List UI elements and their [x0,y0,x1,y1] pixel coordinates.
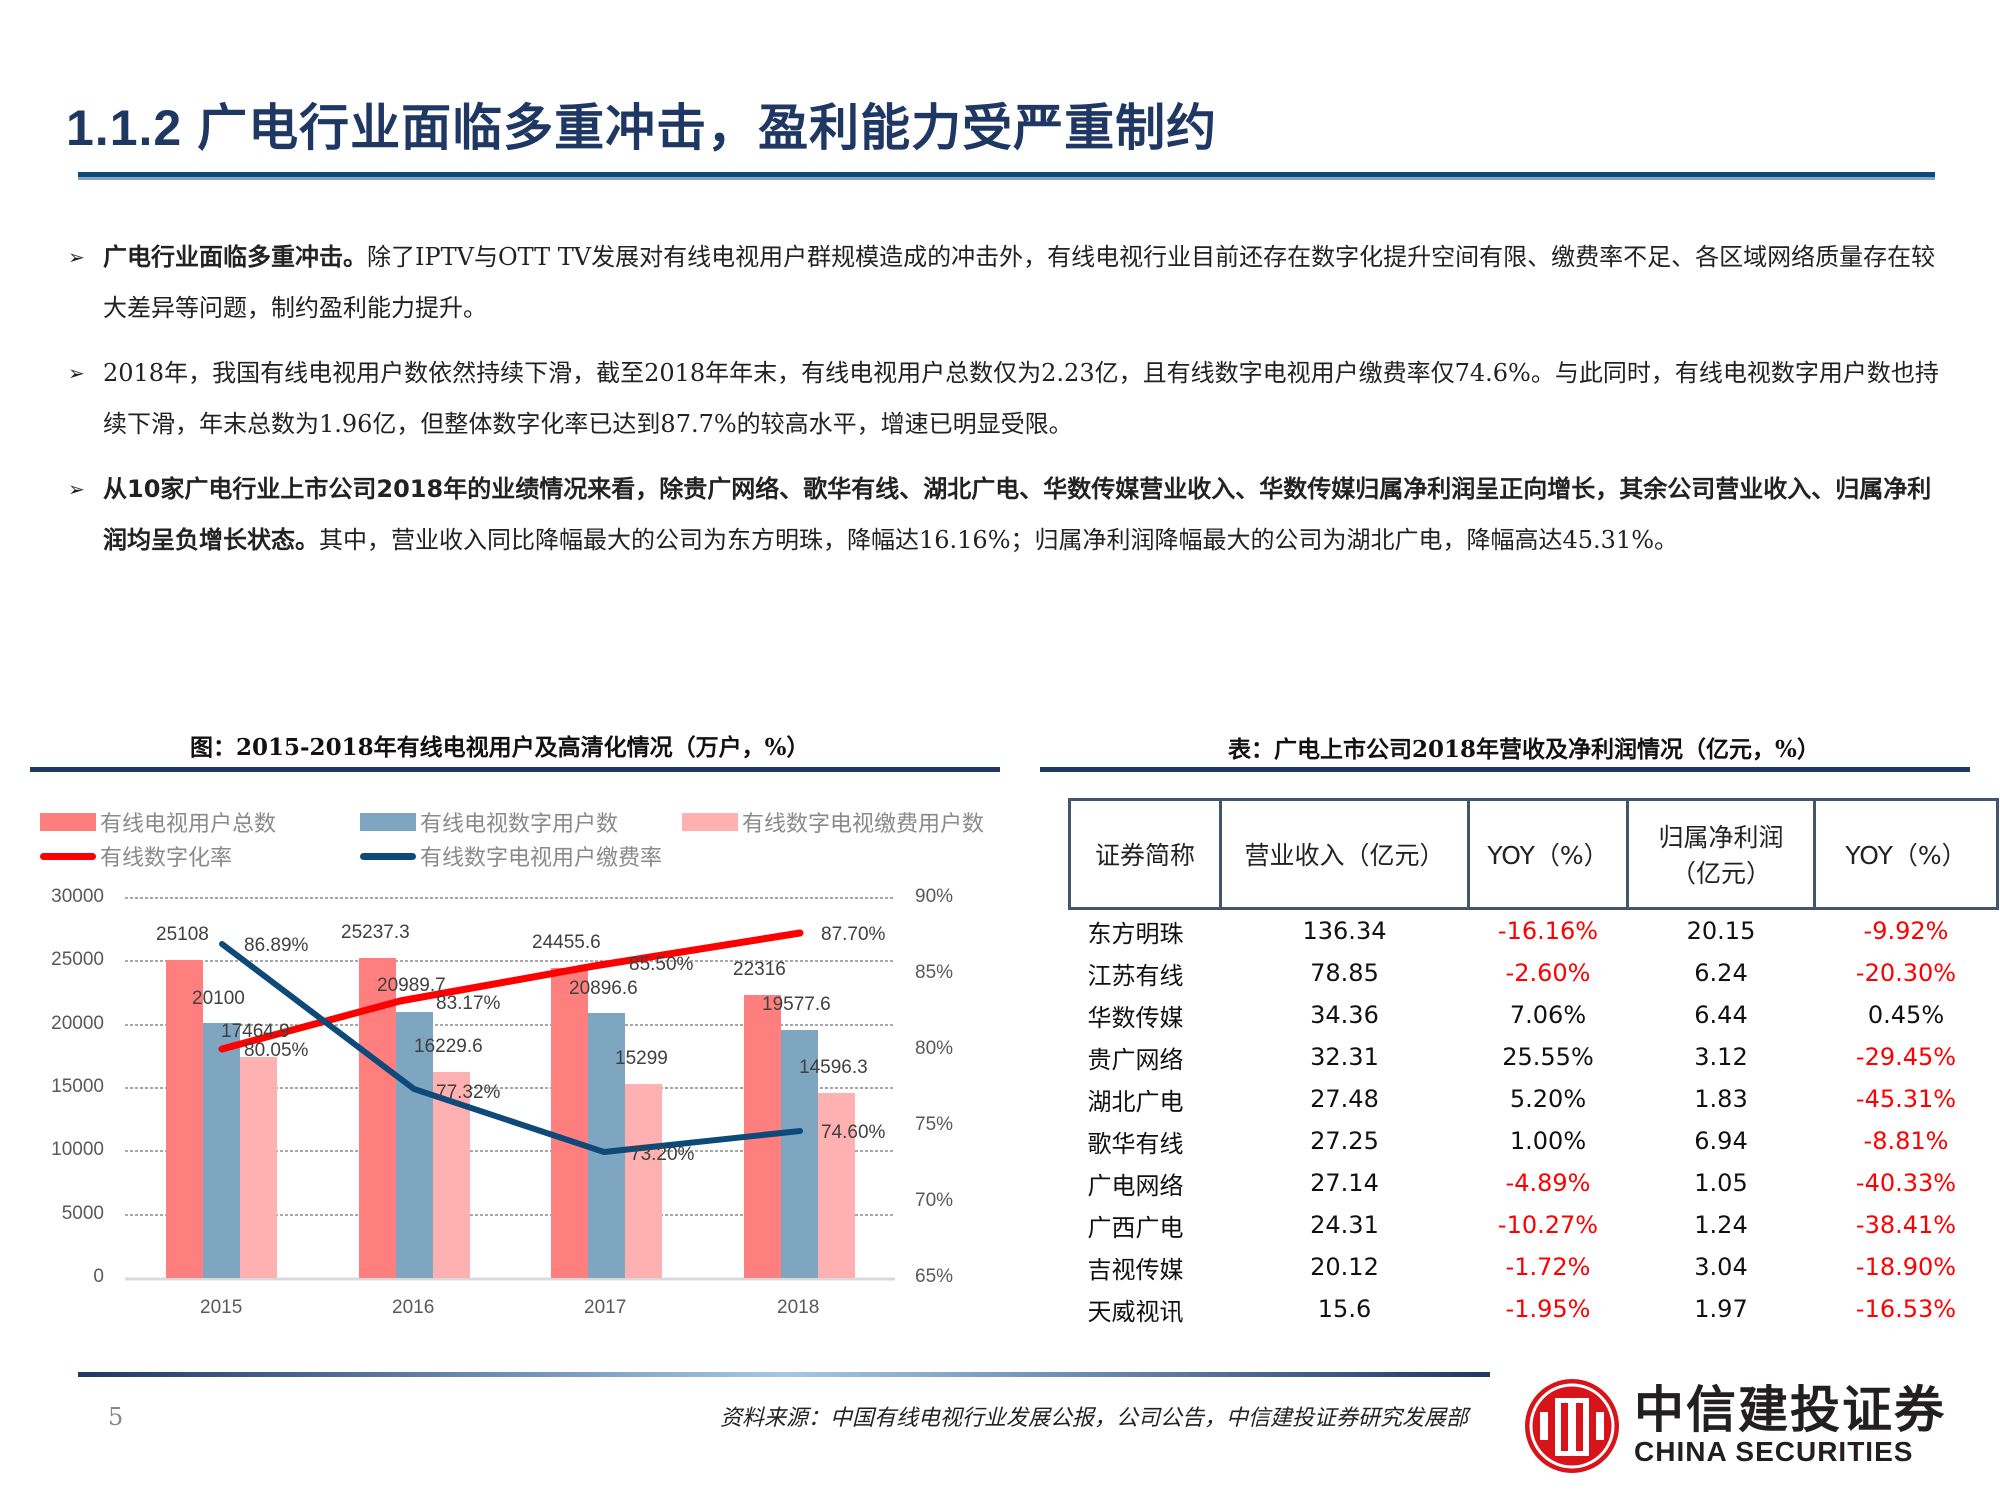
y-tick-left: 25000 [51,949,104,970]
data-label: 74.60% [821,1122,886,1143]
data-label: 20896.6 [569,978,638,999]
bullet-3-bold: 从10家广电行业上市公司2018年的业绩情况来看，除贵广网络、歌华有线、湖北广电… [103,475,1932,554]
data-label: 25108 [156,924,209,945]
page-number: 5 [108,1403,124,1431]
y-tick-left: 30000 [51,886,104,907]
bullet-2: ➢ 2018年，我国有线电视用户数依然持续下滑，截至2018年年末，有线电视用户… [68,348,1948,450]
chart-caption-divider [30,767,1000,772]
table-row: 江苏有线 78.85 -2.60% 6.24 -20.30% [1087,959,1957,990]
y-tick-right: 85% [915,962,954,983]
chart-plot [125,897,895,1281]
y-tick-left: 0 [93,1266,104,1287]
legend-swatch-icon [40,813,96,831]
y-tick-right: 65% [915,1266,954,1287]
legend-swatch-icon [682,813,738,831]
y-tick-left: 15000 [51,1076,104,1097]
legend-line-icon [360,852,416,860]
table-row: 东方明珠 136.34 -16.16% 20.15 -9.92% [1087,917,1949,948]
header-security-name: 证券简称 [1068,798,1222,910]
data-label: 24455.6 [532,932,601,953]
table-caption-divider [1040,767,1970,772]
legend-digital-users: 有线电视数字用户数 [360,806,618,838]
bullet-1: ➢ 广电行业面临多重冲击。除了IPTV与OTT TV发展对有线电视用户群规模造成… [68,232,1948,334]
header-net-profit: 归属净利润 （亿元） [1626,798,1816,910]
line-payment-rate [219,941,803,1155]
bullet-1-text: 除了IPTV与OTT TV发展对有线电视用户群规模造成的冲击外，有线电视行业目前… [103,243,1936,322]
header-revenue-yoy: YOY（%） [1467,798,1629,910]
data-label: 77.32% [436,1082,501,1103]
table-row: 贵广网络 32.31 25.55% 3.12 -29.45% [1087,1043,1957,1074]
arrow-bullet-icon: ➢ [68,477,85,501]
y-tick-right: 80% [915,1038,954,1059]
table-row: 湖北广电 27.48 5.20% 1.83 -45.31% [1087,1085,1957,1116]
data-label: 20100 [192,988,245,1009]
company-logo: 中信建投证券 CHINA SECURITIES [1522,1376,1952,1476]
table-row: 广电网络 27.14 -4.89% 1.05 -40.33% [1087,1169,1957,1200]
x-tick: 2018 [777,1297,820,1318]
source-note: 资料来源：中国有线电视行业发展公报，公司公告，中信建投证券研究发展部 [720,1406,1469,1431]
y-tick-left: 20000 [51,1013,104,1034]
y-tick-left: 10000 [51,1139,104,1160]
title-underline-accent [78,177,1935,180]
data-label: 80.05% [244,1040,309,1061]
y-tick-left: 5000 [61,1203,104,1224]
x-tick: 2016 [392,1297,435,1318]
data-label: 25237.3 [341,922,410,943]
y-tick-right: 75% [915,1114,954,1135]
legend-digitization-rate: 有线数字化率 [40,840,232,872]
data-label: 87.70% [821,924,886,945]
bullet-2-text: 2018年，我国有线电视用户数依然持续下滑，截至2018年年末，有线电视用户总数… [103,359,1939,438]
x-tick: 2015 [200,1297,243,1318]
data-label: 14596.3 [799,1057,868,1078]
header-revenue: 营业收入（亿元） [1219,798,1470,910]
data-label: 20989.7 [377,975,446,996]
data-label: 19577.6 [762,994,831,1015]
legend-total-users: 有线电视用户总数 [40,806,276,838]
table-row: 歌华有线 27.25 1.00% 6.94 -8.81% [1087,1127,1949,1158]
financials-table: 证券简称 营业收入（亿元） YOY（%） 归属净利润 （亿元） YOY（%） 东… [1068,798,1999,1330]
y-tick-right: 70% [915,1190,954,1211]
table-row: 吉视传媒 20.12 -1.72% 3.04 -18.90% [1087,1253,1957,1284]
table-row: 广西广电 24.31 -10.27% 1.24 -38.41% [1087,1211,1957,1242]
bullet-3: ➢ 从10家广电行业上市公司2018年的业绩情况来看，除贵广网络、歌华有线、湖北… [68,464,1948,566]
legend-payment-rate: 有线数字电视用户缴费率 [360,840,662,872]
page-title: 1.1.2 广电行业面临多重冲击，盈利能力受严重制约 [66,100,1218,156]
bars [166,958,855,1278]
y-tick-right: 90% [915,886,954,907]
table-header-row: 证券简称 营业收入（亿元） YOY（%） 归属净利润 （亿元） YOY（%） [1068,798,1999,910]
legend-paying-users: 有线数字电视缴费用户数 [682,806,984,838]
data-label: 15299 [615,1048,668,1069]
data-label: 17464.9 [221,1021,290,1042]
data-label: 85.50% [629,954,694,975]
arrow-bullet-icon: ➢ [68,361,85,385]
bullet-3-text: 其中，营业收入同比降幅最大的公司为东方明珠，降幅达16.16%；归属净利润降幅最… [319,526,1679,554]
legend-line-icon [40,852,96,860]
footer-rule [78,1372,1490,1377]
table-row: 天威视讯 15.6 -1.95% 1.97 -16.53% [1087,1295,1957,1326]
data-label: 73.20% [630,1144,695,1165]
data-label: 22316 [733,959,786,980]
x-tick: 2017 [584,1297,627,1318]
bullet-1-bold: 广电行业面临多重冲击。 [103,243,367,271]
line-digitization-rate [218,929,804,1053]
logo-text-cn: 中信建投证券 [1634,1380,1946,1439]
data-label: 16229.6 [414,1036,483,1057]
chart-caption: 图：2015-2018年有线电视用户及高清化情况（万户，%） [190,734,810,761]
legend-swatch-icon [360,813,416,831]
arrow-bullet-icon: ➢ [68,245,85,269]
data-label: 86.89% [244,935,309,956]
title-underline [78,172,1935,177]
data-label: 83.17% [436,993,501,1014]
table-caption: 表：广电上市公司2018年营收及净利润情况（亿元，%） [1228,736,1820,763]
logo-text-en: CHINA SECURITIES [1634,1436,1914,1467]
table-row: 华数传媒 34.36 7.06% 6.44 0.45% [1087,1001,1945,1032]
citic-logo-icon [1525,1379,1619,1473]
header-profit-yoy: YOY（%） [1813,798,1999,910]
